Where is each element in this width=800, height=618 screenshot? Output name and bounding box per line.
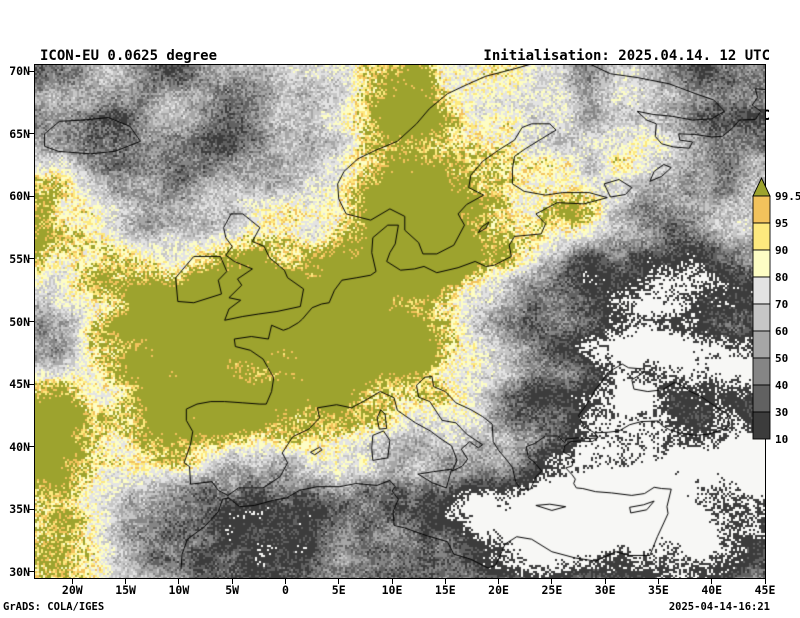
lon-tick-label: 0 [281, 583, 289, 597]
lat-tick-label: 45N [9, 377, 30, 392]
lat-tick [29, 133, 34, 135]
legend-label: 40 [775, 379, 788, 392]
lon-tick [551, 579, 553, 584]
lon-tick-label: 10W [168, 583, 190, 597]
lat-tick-label: 40N [9, 439, 30, 454]
lat-tick [29, 383, 34, 385]
legend-label: 50 [775, 352, 788, 365]
lat-tick [29, 258, 34, 260]
legend-cap-over-99-5 [752, 176, 771, 197]
lon-tick [498, 579, 500, 584]
lat-tick [29, 321, 34, 322]
legend-label: 99.5 [775, 190, 800, 203]
lon-tick-label: 10E [381, 583, 403, 597]
lon-tick-label: 20E [488, 583, 509, 597]
legend-label: 60 [775, 325, 788, 338]
lon-tick-label: 15W [115, 583, 136, 597]
legend-label: 10 [775, 433, 788, 446]
lon-tick-label: 5W [225, 583, 240, 597]
lon-tick-label: 35E [648, 583, 669, 597]
lat-tick-label: 70N [9, 64, 30, 79]
model-title: ICON-EU 0.0625 degree [40, 48, 218, 64]
grads-credit: GrADS: COLA/IGES [3, 601, 105, 613]
legend-segment [752, 357, 771, 386]
lat-tick-label: 30N [9, 564, 30, 579]
lat-tick [29, 70, 34, 72]
legend-label: 90 [775, 244, 788, 257]
lon-tick-label: 25E [541, 583, 563, 597]
lon-tick [284, 579, 286, 584]
lon-tick-label: 40E [701, 583, 723, 597]
legend-segment [752, 303, 771, 332]
lat-tick-label: 50N [9, 314, 30, 329]
lat-tick-label: 65N [9, 126, 30, 141]
lon-tick [657, 579, 659, 584]
lat-tick [29, 571, 34, 573]
legend-label: 80 [775, 271, 788, 284]
legend-label: 70 [775, 298, 788, 311]
lon-tick-label: 5E [331, 583, 346, 597]
legend-segment [752, 195, 771, 224]
lon-tick-label: 20W [61, 583, 83, 597]
lat-tick-label: 35N [9, 502, 30, 517]
legend-segment [752, 330, 771, 359]
lon-tick [125, 579, 127, 584]
map-frame [34, 64, 766, 579]
lon-tick [231, 579, 233, 584]
legend-segment [752, 249, 771, 278]
lat-tick-label: 60N [9, 189, 30, 204]
lat-tick [29, 446, 34, 448]
lon-tick [178, 579, 180, 584]
color-legend-bar: 99.5 95 90 80 70 60 50 40 30 10 [752, 176, 800, 446]
lat-tick [29, 508, 34, 510]
lon-tick [604, 579, 606, 584]
lon-tick [391, 579, 393, 584]
legend-segment [752, 411, 771, 440]
legend-label: 95 [775, 217, 788, 230]
lon-tick [338, 579, 340, 584]
color-legend: 99.5 95 90 80 70 60 50 40 30 10 [752, 176, 800, 452]
cloud-cover-map-canvas [35, 65, 765, 578]
lon-tick-label: 45E [754, 583, 776, 597]
lon-tick [711, 579, 713, 584]
lon-tick [444, 579, 446, 584]
legend-segment [752, 222, 771, 251]
lat-tick-label: 55N [9, 251, 30, 266]
lon-tick-label: 15E [434, 583, 456, 597]
init-time: Initialisation: 2025.04.14. 12 UTC [483, 48, 770, 64]
lon-tick-label: 30E [594, 583, 616, 597]
lon-tick [71, 579, 73, 584]
legend-segment [752, 276, 771, 305]
lat-tick [29, 195, 34, 197]
creation-timestamp: 2025-04-14-16:21 [668, 601, 770, 613]
lon-tick [764, 579, 766, 584]
legend-label: 30 [775, 406, 788, 419]
legend-segment [752, 384, 771, 413]
